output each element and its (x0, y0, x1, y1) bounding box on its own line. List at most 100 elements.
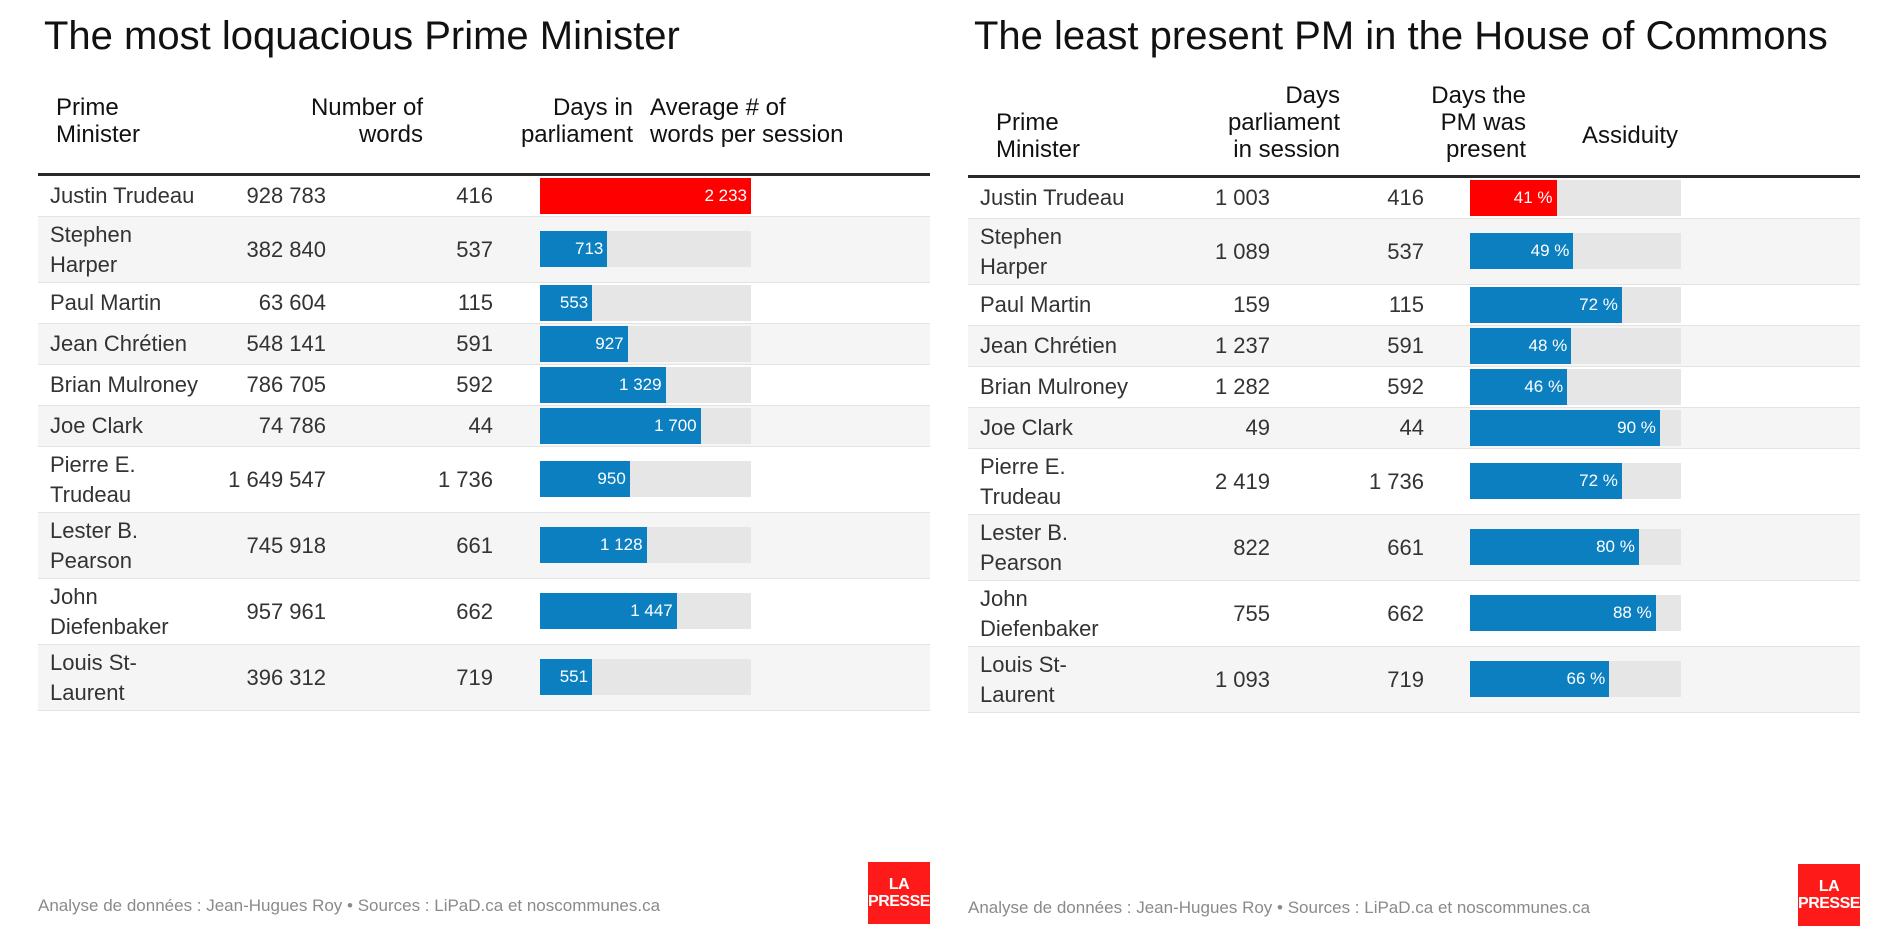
bar (1470, 595, 1656, 631)
pm-name: Jean Chrétien (980, 333, 1117, 358)
word-count: 382 840 (246, 236, 326, 262)
bar (1470, 327, 1572, 364)
word-count: 1 649 547 (228, 466, 326, 492)
header-prime-minister: Prime Minister (56, 94, 141, 148)
header-number-of-words: Number of words (310, 94, 423, 148)
days-in-parliament: 661 (456, 532, 493, 558)
days-in-parliament: 44 (468, 413, 493, 438)
table-row: Brian Mulroney 1 282 592 46 % (968, 367, 1860, 408)
bar-track: 72 % (1470, 463, 1681, 499)
pm-name: Lester B. Pearson (980, 519, 1069, 575)
days-in-parliament: 662 (456, 598, 493, 624)
days-present: 44 (1399, 415, 1424, 440)
pm-name: John Diefenbaker (50, 583, 169, 639)
pm-name: John Diefenbaker (980, 585, 1099, 641)
table-row: Louis St- Laurent 396 312 719 551 (38, 645, 930, 711)
days-in-parliament: 537 (456, 236, 493, 262)
days-in-parliament: 115 (457, 290, 493, 315)
days-in-session: 1 237 (1214, 333, 1270, 358)
bar-track: 950 (540, 461, 751, 497)
source-note: Analyse de données : Jean-Hugues Roy • S… (38, 896, 661, 915)
days-present: 537 (1387, 238, 1424, 264)
table-row: Lester B. Pearson 745 918 661 1 128 (38, 513, 930, 579)
bar (1470, 661, 1610, 697)
pm-name: Joe Clark (50, 413, 143, 438)
pm-name: Paul Martin (980, 292, 1092, 317)
bar-value-label: 1 700 (654, 415, 697, 435)
table-row: Stephen Harper 1 089 537 49 % (968, 219, 1860, 285)
bar-track: 553 (540, 284, 751, 321)
bar-value-label: 551 (559, 667, 589, 686)
days-in-parliament: 591 (456, 331, 493, 356)
bar (540, 284, 593, 321)
pm-name: Jean Chrétien (50, 331, 187, 356)
table-row: Louis St- Laurent 1 093 719 66 % (968, 647, 1860, 713)
bar-track: 66 % (1470, 661, 1681, 697)
pm-name: Louis St- Laurent (50, 649, 137, 705)
bar-value-label: 1 329 (619, 374, 662, 394)
bar (1470, 368, 1568, 405)
table-row: Justin Trudeau 928 783 416 2 233 (38, 176, 930, 217)
header-days-present: Days the PM was present (1431, 82, 1526, 163)
bar-track: 927 (540, 325, 751, 362)
table-row: Stephen Harper 382 840 537 713 (38, 217, 930, 283)
table-row: Paul Martin 63 604 115 553 (38, 283, 930, 324)
bar-track: 88 % (1470, 595, 1681, 631)
loquacious-panel: The most loquacious Prime Minister Prime… (38, 0, 938, 933)
table-row: Brian Mulroney 786 705 592 1 329 (38, 365, 930, 406)
bar-value-label: 72 % (1579, 471, 1618, 490)
days-in-session: 159 (1233, 292, 1270, 317)
pm-name: Brian Mulroney (50, 372, 198, 397)
days-in-session: 1 089 (1214, 238, 1270, 264)
days-in-session: 1 003 (1214, 185, 1270, 210)
days-present: 592 (1387, 374, 1424, 399)
bar (540, 177, 751, 214)
bar (540, 407, 701, 444)
days-present: 416 (1387, 185, 1424, 210)
table-row: John Diefenbaker 957 961 662 1 447 (38, 579, 930, 645)
bar-track: 80 % (1470, 529, 1681, 565)
bar (540, 659, 593, 695)
days-in-parliament: 416 (456, 183, 493, 208)
header-rule (968, 175, 1860, 178)
bar-value-label: 88 % (1612, 603, 1652, 622)
bar (1470, 179, 1557, 216)
table-row: Lester B. Pearson 822 661 80 % (968, 515, 1860, 581)
word-count: 396 312 (246, 664, 326, 690)
days-present: 115 (1388, 292, 1424, 317)
days-present: 719 (1387, 666, 1424, 692)
pm-name: Justin Trudeau (50, 183, 195, 208)
bar-track: 1 700 (540, 407, 751, 444)
bar-track: 1 447 (540, 593, 751, 629)
word-count: 548 141 (246, 331, 326, 356)
bar-value-label: 950 (597, 469, 626, 488)
la-presse-logo: LA PRESSE (868, 862, 930, 924)
table-row: Justin Trudeau 1 003 416 41 % (968, 178, 1860, 219)
bar (540, 593, 677, 629)
word-count: 745 918 (246, 532, 326, 558)
bar-track: 713 (540, 231, 751, 267)
days-in-session: 822 (1233, 534, 1270, 560)
bar-track: 2 233 (540, 177, 751, 214)
table-row: Pierre E. Trudeau 2 419 1 736 72 % (968, 449, 1860, 515)
bar (1470, 409, 1660, 446)
days-present: 662 (1387, 600, 1424, 626)
table-row: Joe Clark 49 44 90 % (968, 408, 1860, 449)
bar-value-label: 66 % (1566, 669, 1606, 688)
header-prime-minister: Prime Minister (996, 109, 1081, 163)
table-row: Pierre E. Trudeau 1 649 547 1 736 950 (38, 447, 930, 513)
table-row: Paul Martin 159 115 72 % (968, 285, 1860, 326)
days-in-session: 755 (1233, 600, 1270, 626)
days-in-session: 1 093 (1214, 666, 1270, 692)
word-count: 928 783 (246, 183, 326, 208)
header-days-in-parliament: Days in parliament (520, 94, 633, 148)
bar-value-label: 553 (559, 292, 589, 312)
bar-value-label: 927 (595, 333, 624, 353)
pm-name: Justin Trudeau (980, 185, 1125, 210)
table-row: Joe Clark 74 786 44 1 700 (38, 406, 930, 447)
bar-value-label: 1 128 (600, 535, 643, 554)
assiduity-title: The least present PM in the House of Com… (974, 14, 1828, 58)
days-present: 591 (1387, 333, 1424, 358)
bar-track: 48 % (1470, 327, 1681, 364)
bar-value-label: 48 % (1528, 335, 1568, 355)
